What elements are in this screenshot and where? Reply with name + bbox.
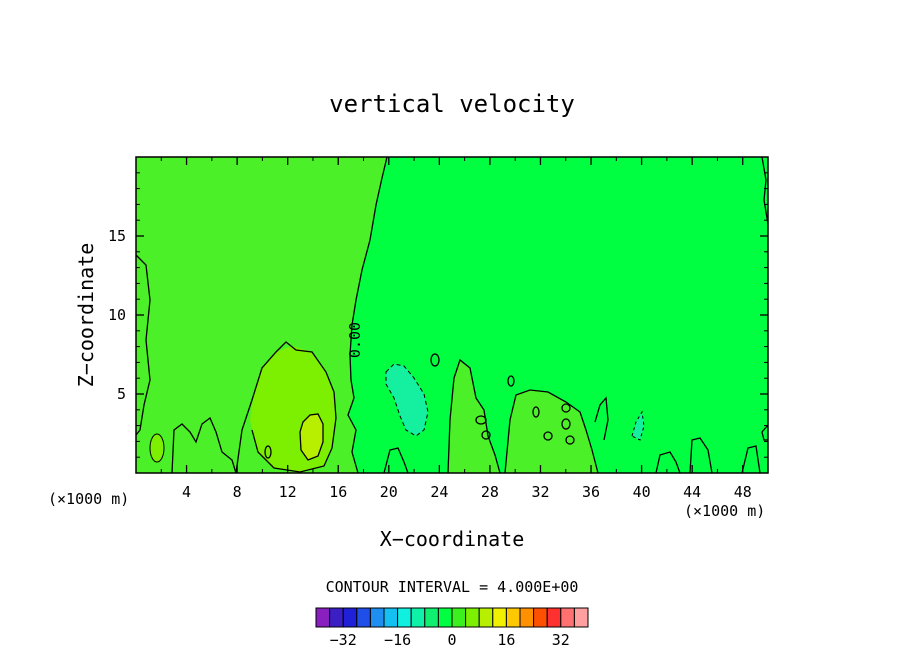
strong-updraft-zone	[299, 413, 324, 461]
x-tick-label: 8	[233, 483, 242, 501]
colorbar-swatch	[573, 607, 589, 628]
y-axis-title: Z−coordinate	[74, 243, 98, 388]
x-tick-label: 32	[531, 483, 549, 501]
y-tick-label: 15	[108, 227, 126, 245]
colorbar-swatch	[329, 607, 344, 628]
x-tick-label: 24	[430, 483, 448, 501]
colorbar-tick-label: 0	[447, 631, 456, 649]
colorbar-swatch	[356, 607, 371, 628]
colorbar-swatch	[342, 607, 358, 628]
colorbar-swatch	[437, 607, 453, 628]
colorbar-tick-label: −32	[330, 631, 357, 649]
positive-zone-right-2	[505, 390, 598, 473]
colorbar-swatch	[397, 607, 412, 628]
colorbar-swatch	[505, 607, 521, 628]
y-tick-label: 5	[117, 385, 126, 403]
colorbar-swatch	[560, 607, 575, 628]
chart-title: vertical velocity	[329, 90, 575, 118]
small-updraft-cell	[149, 433, 165, 463]
x-tick-label: 12	[279, 483, 297, 501]
colorbar-swatch	[315, 607, 331, 628]
colorbar-swatch	[451, 607, 467, 628]
x-tick-label: 48	[734, 483, 752, 501]
x-tick-label: 36	[582, 483, 600, 501]
x-tick-label: 40	[633, 483, 651, 501]
x-axis-title: X−coordinate	[380, 527, 525, 551]
y-unit-label: (×1000 m)	[684, 502, 765, 520]
contour-interval-text: CONTOUR INTERVAL = 4.000E+00	[326, 578, 579, 596]
colorbar-tick-label: 16	[497, 631, 515, 649]
x-tick-label: 44	[683, 483, 701, 501]
weak-downdraft-zone	[385, 363, 429, 437]
colorbar-swatch	[424, 607, 439, 628]
plot-area: 0.00	[135, 156, 769, 474]
positive-zone-right	[448, 360, 500, 473]
y-axis: 5 10 15	[108, 172, 768, 458]
weak-downdraft-zone-2	[631, 410, 645, 441]
y-tick-label: 10	[108, 306, 126, 324]
x-tick-label: 20	[380, 483, 398, 501]
contour-lines	[135, 156, 769, 474]
colorbar-swatch	[492, 607, 507, 628]
colorbar-swatch	[519, 607, 535, 628]
colorbar-tick-label: −16	[384, 631, 411, 649]
x-tick-label: 28	[481, 483, 499, 501]
x-tick-label: 4	[182, 483, 191, 501]
x-axis: 4 8 12 16 20 24 28 32 36 40 44 48	[160, 157, 752, 501]
colorbar: −32 −16 0 16 32	[315, 607, 589, 649]
x-tick-label: 16	[329, 483, 347, 501]
colorbar-swatch	[546, 607, 562, 628]
colorbar-swatch	[410, 607, 426, 628]
colorbar-tick-label: 32	[552, 631, 570, 649]
colorbar-swatch	[465, 607, 480, 628]
colorbar-swatch	[533, 607, 548, 628]
colorbar-swatch	[383, 607, 399, 628]
colorbar-swatch	[478, 607, 494, 628]
colorbar-swatch	[369, 607, 385, 628]
contour-label: 0.00	[346, 322, 364, 358]
x-unit-label: (×1000 m)	[48, 490, 129, 508]
